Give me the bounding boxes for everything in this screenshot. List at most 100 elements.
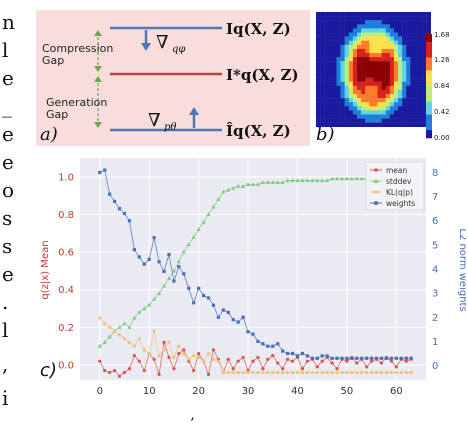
heatmap-cell: [340, 12, 345, 17]
heatmap-cell: [348, 20, 354, 25]
data-point-stddev: [102, 340, 107, 344]
heatmap-cell: [365, 16, 370, 21]
data-point-stddev: [236, 184, 241, 188]
data-point-weights: [335, 356, 339, 360]
data-point-kl-q-p-: [167, 340, 171, 344]
heatmap-cell: [320, 85, 325, 91]
heatmap-cell: [406, 89, 411, 95]
heatmap-cell: [398, 44, 403, 50]
heatmap-cell: [410, 16, 415, 21]
data-point-stddev: [226, 187, 231, 192]
heatmap-cell: [344, 114, 349, 119]
heatmap-cell: [332, 85, 337, 91]
series-weights: [98, 168, 413, 360]
heatmap-cell: [344, 118, 349, 123]
heatmap-cell: [414, 94, 419, 99]
legend-item-kl: KL(q|p): [370, 188, 413, 197]
heatmap-cell: [389, 48, 395, 54]
data-point-kl-q-p-: [187, 357, 191, 361]
data-point-weights: [142, 262, 146, 266]
heatmap-cell: [377, 32, 382, 37]
heatmap-cell: [385, 114, 390, 119]
heatmap-cell: [385, 73, 390, 78]
heatmap-cell: [324, 110, 329, 115]
heatmap-cell: [357, 65, 362, 70]
heatmap-cell: [332, 65, 337, 70]
label-bottom-mutual-info: Îq(X, Z): [226, 122, 291, 140]
heatmap-cell: [377, 28, 382, 33]
data-point-weights: [122, 211, 127, 216]
heatmap-cell: [344, 98, 349, 103]
heatmap-cell: [340, 57, 345, 62]
data-point-kl-q-p-: [211, 357, 216, 361]
y-right-tick-label: 5: [432, 240, 438, 251]
heatmap-cell: [414, 57, 419, 62]
data-point-mean: [379, 361, 384, 365]
heatmap-cell: [357, 32, 362, 37]
heatmap-cell: [385, 106, 390, 111]
heatmap-cell: [393, 32, 399, 37]
heatmap-cell: [365, 89, 370, 95]
heatmap-cell: [357, 69, 362, 74]
heatmap-cell: [352, 81, 358, 86]
heatmap-cell: [393, 61, 399, 66]
heatmap-cell: [344, 32, 349, 37]
heatmap-cell: [418, 118, 423, 123]
heatmap-cell: [389, 89, 395, 95]
heatmap-cell: [422, 118, 427, 123]
heatmap-cell: [352, 32, 358, 37]
heatmap-cell: [352, 65, 358, 70]
heatmap-cell: [361, 81, 366, 86]
heatmap-cell: [357, 118, 362, 123]
heatmap-cell: [348, 102, 354, 107]
colorbar-segment: [426, 96, 432, 100]
colorbar-segment: [426, 44, 432, 48]
heatmap-cell: [422, 40, 427, 45]
heatmap-cell: [373, 98, 378, 103]
colorbar-segment: [426, 52, 432, 56]
label-top-mutual-info: Iq(X, Z): [226, 20, 291, 38]
heatmap-cell: [398, 24, 403, 29]
heatmap-cell: [352, 53, 358, 58]
heatmap-cell: [352, 40, 358, 45]
data-point-mean: [256, 355, 260, 360]
data-point-weights: [271, 344, 275, 348]
heatmap-cell: [377, 89, 382, 95]
heatmap-cell: [393, 85, 399, 91]
data-point-mean: [197, 352, 201, 356]
data-point-weights: [370, 356, 374, 360]
data-point-stddev: [162, 283, 167, 288]
data-point-kl-q-p-: [137, 337, 141, 341]
data-point-weights: [127, 219, 132, 223]
heatmap-cell: [389, 122, 395, 127]
heatmap-cell: [336, 89, 341, 95]
panel-c-label: c): [40, 360, 57, 381]
heatmap-cell: [393, 81, 399, 86]
heatmap-cell: [340, 53, 345, 58]
heatmap-cell: [410, 20, 415, 25]
data-point-kl-q-p-: [132, 344, 136, 348]
margin-text-column: n l e _ e e o s s e . l , i: [0, 0, 34, 432]
heatmap-cell: [414, 53, 419, 58]
colorbar-segment: [426, 127, 432, 131]
heatmap-cell: [365, 73, 370, 78]
data-point-weights: [137, 255, 141, 259]
heatmap-cell: [418, 28, 423, 33]
heatmap-cell: [361, 94, 366, 99]
heatmap-cell: [328, 98, 333, 103]
colorbar-tick: 0.84: [434, 82, 450, 90]
series-kl-q-p-: [98, 316, 413, 375]
heatmap-cell: [402, 53, 407, 58]
data-point-kl-q-p-: [117, 333, 122, 337]
data-point-mean: [172, 367, 176, 371]
data-point-stddev: [260, 180, 265, 185]
colorbar-segment: [426, 36, 432, 40]
heatmap-cell: [369, 12, 374, 17]
heatmap-cell: [393, 48, 399, 54]
data-point-stddev: [142, 306, 147, 311]
heatmap-cell: [406, 36, 411, 41]
heatmap-cell: [348, 69, 354, 74]
heatmap-cell: [332, 32, 337, 37]
heatmap-cell: [369, 118, 374, 123]
data-point-kl-q-p-: [320, 370, 324, 375]
